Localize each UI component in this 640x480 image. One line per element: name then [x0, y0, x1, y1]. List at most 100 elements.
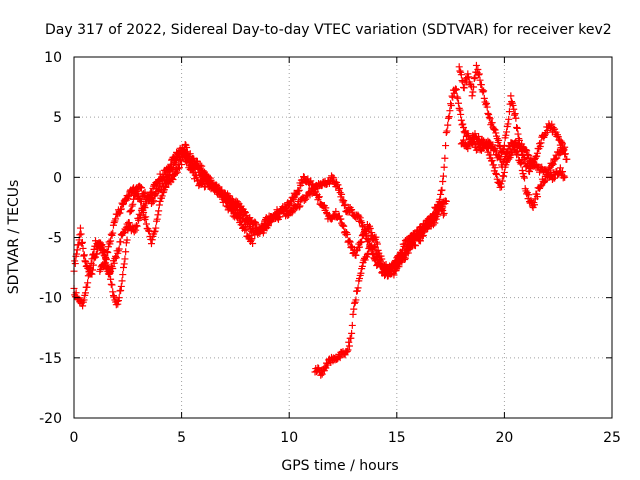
data-point: [336, 354, 344, 362]
data-point: [455, 63, 463, 71]
data-point: [121, 255, 129, 263]
data-point: [226, 196, 234, 204]
data-point: [193, 157, 201, 165]
data-point: [533, 152, 541, 160]
data-point: [317, 371, 325, 379]
data-point: [137, 184, 145, 192]
data-point: [81, 289, 89, 297]
data-point: [522, 146, 530, 154]
data-point: [86, 265, 94, 273]
data-point: [106, 269, 114, 277]
data-point: [460, 128, 468, 136]
data-point: [168, 175, 176, 183]
data-point: [84, 272, 92, 280]
data-point: [548, 120, 556, 128]
data-point: [373, 240, 381, 248]
data-point: [119, 201, 127, 209]
data-point: [432, 215, 440, 223]
data-point: [346, 238, 354, 246]
data-point: [81, 257, 89, 265]
data-point: [174, 165, 182, 173]
data-point: [353, 287, 361, 295]
data-point: [133, 222, 141, 230]
data-point: [467, 139, 475, 147]
data-point: [354, 284, 362, 292]
y-axis-label: SDTVAR / TECUs: [6, 180, 22, 295]
data-point: [240, 210, 248, 218]
data-point: [477, 81, 485, 89]
data-point: [132, 221, 140, 229]
data-point: [109, 288, 117, 296]
data-point: [470, 74, 478, 82]
data-point: [361, 256, 369, 264]
data-point: [444, 121, 452, 129]
data-point: [107, 230, 115, 238]
data-point: [117, 205, 125, 213]
data-point: [77, 230, 85, 238]
data-point: [498, 183, 506, 191]
x-tick-label: 5: [177, 430, 186, 446]
data-point: [242, 225, 250, 233]
data-point: [118, 277, 126, 285]
data-point: [155, 201, 163, 209]
x-tick-label: 20: [495, 430, 513, 446]
data-point: [563, 155, 571, 163]
data-point: [558, 139, 566, 147]
data-point: [488, 157, 496, 165]
data-point: [468, 92, 476, 100]
data-point: [76, 224, 84, 232]
data-point: [348, 329, 356, 337]
data-point: [110, 219, 118, 227]
data-point: [512, 114, 520, 122]
data-point: [311, 184, 319, 192]
data-point: [457, 110, 465, 118]
data-point: [129, 200, 137, 208]
data-point: [244, 217, 252, 225]
data-point: [533, 193, 541, 201]
data-point: [485, 138, 493, 146]
data-point: [457, 116, 465, 124]
data-point: [457, 71, 465, 79]
data-point: [85, 268, 93, 276]
data-point: [347, 334, 355, 342]
data-point: [276, 213, 284, 221]
data-point: [340, 202, 348, 210]
data-point: [252, 220, 260, 228]
data-point: [80, 296, 88, 304]
y-tick-label: -20: [39, 411, 62, 427]
data-point: [78, 238, 86, 246]
data-point: [537, 139, 545, 147]
data-point: [358, 232, 366, 240]
data-point: [452, 85, 460, 93]
data-point: [80, 251, 88, 259]
data-point: [178, 161, 186, 169]
data-point: [125, 192, 133, 200]
data-point: [470, 83, 478, 91]
data-point: [171, 154, 179, 162]
series-trace-2: [70, 141, 448, 310]
data-point: [513, 147, 521, 155]
data-point: [556, 164, 564, 172]
data-point: [503, 128, 511, 136]
data-point: [296, 202, 304, 210]
data-point: [437, 190, 445, 198]
data-point: [308, 189, 316, 197]
data-point: [167, 160, 175, 168]
data-point: [492, 170, 500, 178]
data-point: [368, 229, 376, 237]
data-point: [358, 219, 366, 227]
data-point: [390, 271, 398, 279]
data-point: [152, 224, 160, 232]
data-point: [151, 227, 159, 235]
data-point: [472, 61, 480, 69]
grid-layer: [74, 57, 612, 418]
data-point: [136, 183, 144, 191]
data-point: [474, 65, 482, 73]
data-point: [335, 184, 343, 192]
data-point: [471, 73, 479, 81]
data-point: [476, 76, 484, 84]
data-point: [112, 215, 120, 223]
data-point: [511, 143, 519, 151]
series-trace-3: [96, 149, 257, 275]
